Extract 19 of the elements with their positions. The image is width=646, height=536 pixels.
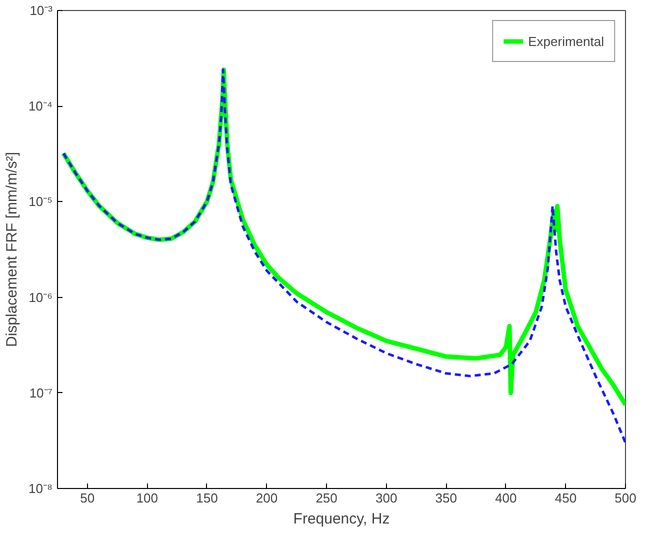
x-tick-label: 150 (196, 490, 218, 506)
x-tick-label: 200 (256, 490, 278, 506)
x-tick-label: 500 (614, 490, 636, 506)
x-tick-label: 100 (136, 490, 158, 506)
x-tick-label: 50 (80, 490, 95, 506)
legend-label: Experimental (528, 34, 604, 48)
x-tick-label: 250 (316, 490, 338, 506)
y-tick-label: 10⁻⁷ (29, 385, 53, 400)
y-axis-title: Displacement FRF [mm/m/s²] (3, 152, 20, 348)
y-tick-label: 10⁻⁴ (28, 98, 52, 114)
x-tick-label: 300 (375, 490, 398, 506)
x-tick-label: 450 (554, 490, 577, 506)
y-tick-label: 10⁻³ (30, 3, 54, 18)
y-tick-label: 10⁻⁵ (28, 194, 53, 210)
x-axis-title: Frequency, Hz (293, 510, 390, 528)
y-tick-label: 10⁻⁸ (28, 481, 53, 496)
x-tick-label: 400 (495, 490, 517, 506)
x-tick-label: 350 (435, 490, 457, 506)
y-tick-label: 10⁻⁶ (28, 290, 52, 305)
